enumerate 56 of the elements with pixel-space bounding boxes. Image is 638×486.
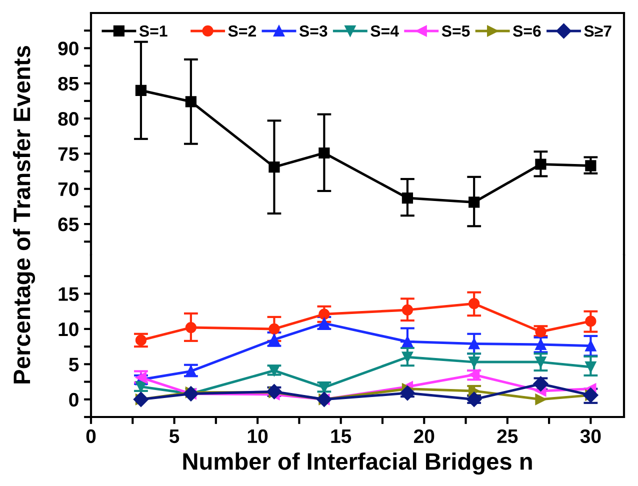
point bbox=[318, 147, 330, 159]
point bbox=[268, 323, 280, 335]
point bbox=[535, 326, 546, 338]
point bbox=[135, 84, 147, 96]
point bbox=[535, 338, 546, 350]
point bbox=[268, 162, 280, 173]
point bbox=[185, 366, 196, 377]
y-tick-label: 5 bbox=[68, 358, 79, 372]
y-tick-label: 75 bbox=[58, 147, 79, 161]
y-tick-label: 15 bbox=[58, 287, 79, 301]
x-tick-label: 25 bbox=[497, 429, 518, 444]
point bbox=[402, 192, 414, 204]
point bbox=[185, 322, 196, 334]
y-tick-label: 10 bbox=[58, 322, 78, 336]
point bbox=[468, 338, 480, 350]
point bbox=[135, 381, 147, 392]
point bbox=[468, 298, 480, 310]
legend-label: S=4 bbox=[370, 25, 399, 37]
point bbox=[468, 369, 480, 380]
point bbox=[535, 356, 546, 368]
legend-label: S=2 bbox=[228, 25, 256, 37]
point bbox=[402, 336, 414, 348]
y-tick-label: 70 bbox=[58, 182, 78, 196]
point bbox=[535, 394, 546, 405]
point bbox=[535, 158, 546, 170]
y-tick-label: 80 bbox=[58, 112, 78, 126]
point bbox=[585, 361, 596, 373]
point bbox=[585, 340, 596, 352]
point bbox=[185, 96, 196, 108]
y-tick-label: 85 bbox=[58, 76, 79, 91]
x-tick-label: 15 bbox=[331, 430, 352, 444]
legend-label: S=1 bbox=[139, 25, 168, 37]
point bbox=[402, 352, 414, 363]
point bbox=[318, 308, 330, 320]
point bbox=[402, 304, 414, 316]
x-tick-label: 0 bbox=[86, 429, 96, 444]
legend-label: S≥7 bbox=[584, 25, 612, 37]
point bbox=[585, 160, 596, 172]
x-tick-label: 30 bbox=[580, 429, 601, 444]
point bbox=[585, 316, 596, 327]
y-tick-label: 65 bbox=[58, 218, 79, 232]
x-axis-title: Number of Interfacial Bridges n bbox=[183, 452, 532, 475]
point bbox=[400, 385, 416, 401]
x-tick-label: 10 bbox=[248, 429, 268, 444]
point bbox=[468, 196, 480, 208]
y-tick-label: 90 bbox=[58, 42, 78, 56]
y-axis-title: Percentage of Transfer Events bbox=[12, 46, 36, 384]
x-tick-label: 20 bbox=[414, 429, 434, 444]
point bbox=[466, 392, 482, 407]
legend-label: S=6 bbox=[512, 25, 541, 37]
point bbox=[468, 356, 480, 368]
legend-label: S=3 bbox=[299, 25, 328, 37]
x-tick-label: 5 bbox=[169, 430, 180, 444]
point bbox=[318, 318, 330, 329]
legend-label: S=5 bbox=[442, 25, 470, 37]
y-tick-label: 0 bbox=[69, 392, 78, 407]
